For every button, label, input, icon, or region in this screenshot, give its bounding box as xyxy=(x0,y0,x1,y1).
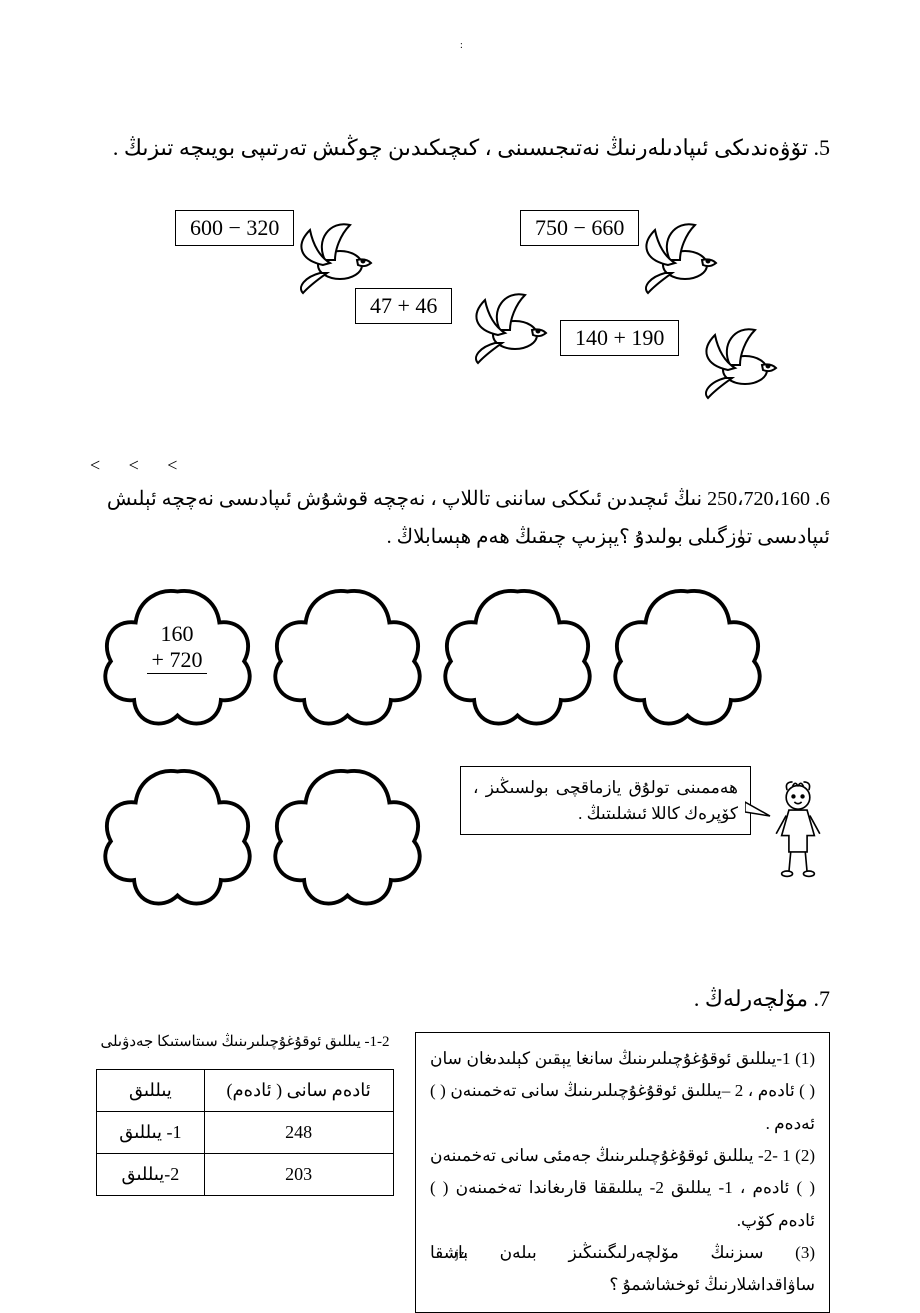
bird-icon xyxy=(460,285,560,365)
q7-table: يىللىق ئادەم سانى ( ئادەم) 1- يىللىق 248… xyxy=(96,1069,394,1196)
page-footer: .jz. xyxy=(90,1246,830,1262)
page: : 5. تۆۋەندىكى ئىپادىلەرنىڭ نەتىجىسىنى ،… xyxy=(0,0,920,1274)
q7-th2: ئادەم سانى ( ئادەم) xyxy=(204,1070,393,1112)
q5-box-a: 600 − 320 xyxy=(175,210,294,246)
table-row: 2-يىللىق 203 xyxy=(97,1154,394,1196)
table-row: 1- يىللىق 248 xyxy=(97,1112,394,1154)
flower-shape xyxy=(270,576,425,731)
q7-table-side: 1-2- يىللىق ئوقۇغۇچىلىرىنىڭ سىتاستىكا جە… xyxy=(90,1032,400,1312)
child-icon xyxy=(768,781,828,881)
q7-question-box: (1) 1-يىللىق ئوقۇغۇچىلىرىنىڭ سانغا يېقىن… xyxy=(415,1032,830,1312)
flower1-line2: + 720 xyxy=(147,647,207,674)
q6-diagram: 160 + 720 ھەممىنى تولۇق يازماقچى بولسىڭى… xyxy=(90,566,830,946)
q7-r1c1: 1- يىللىق xyxy=(97,1112,204,1154)
flower-shape xyxy=(100,756,255,911)
flower-shape xyxy=(610,576,765,731)
flower1-line1: 160 xyxy=(161,621,194,646)
bird-icon xyxy=(690,320,790,400)
flower1-content: 160 + 720 xyxy=(132,621,222,674)
q7-content: 1-2- يىللىق ئوقۇغۇچىلىرىنىڭ سىتاستىكا جە… xyxy=(90,1032,830,1312)
bird-icon xyxy=(630,215,730,295)
q7-r2c2: 203 xyxy=(204,1154,393,1196)
q5-title: 5. تۆۋەندىكى ئىپادىلەرنىڭ نەتىجىسىنى ، ك… xyxy=(90,130,830,165)
q7-title: 7. مۆلچەرلەڭ . xyxy=(90,986,830,1012)
flower-shape xyxy=(440,576,595,731)
q7-table-caption: 1-2- يىللىق ئوقۇغۇچىلىرىنىڭ سىتاستىكا جە… xyxy=(90,1032,400,1051)
q6-text: 6. 250،720،160 نىڭ ئىچىدىن ئىككى ساننى ت… xyxy=(90,480,830,556)
q7-th1: يىللىق xyxy=(97,1070,204,1112)
speech-bubble: ھەممىنى تولۇق يازماقچى بولسىڭىز ، كۆپرەك… xyxy=(460,766,751,835)
table-row: يىللىق ئادەم سانى ( ئادەم) xyxy=(97,1070,394,1112)
q5-diagram: 600 − 320 750 − 660 47 + 46 140 + 190 xyxy=(90,195,830,455)
top-colon-mark: : xyxy=(460,40,463,51)
bird-icon xyxy=(285,215,385,295)
q5-inequality-marks: < < < xyxy=(90,455,830,476)
q7-r2c1: 2-يىللىق xyxy=(97,1154,204,1196)
q7-r1c2: 248 xyxy=(204,1112,393,1154)
q5-box-d: 140 + 190 xyxy=(560,320,679,356)
q5-box-b: 750 − 660 xyxy=(520,210,639,246)
flower-shape xyxy=(270,756,425,911)
